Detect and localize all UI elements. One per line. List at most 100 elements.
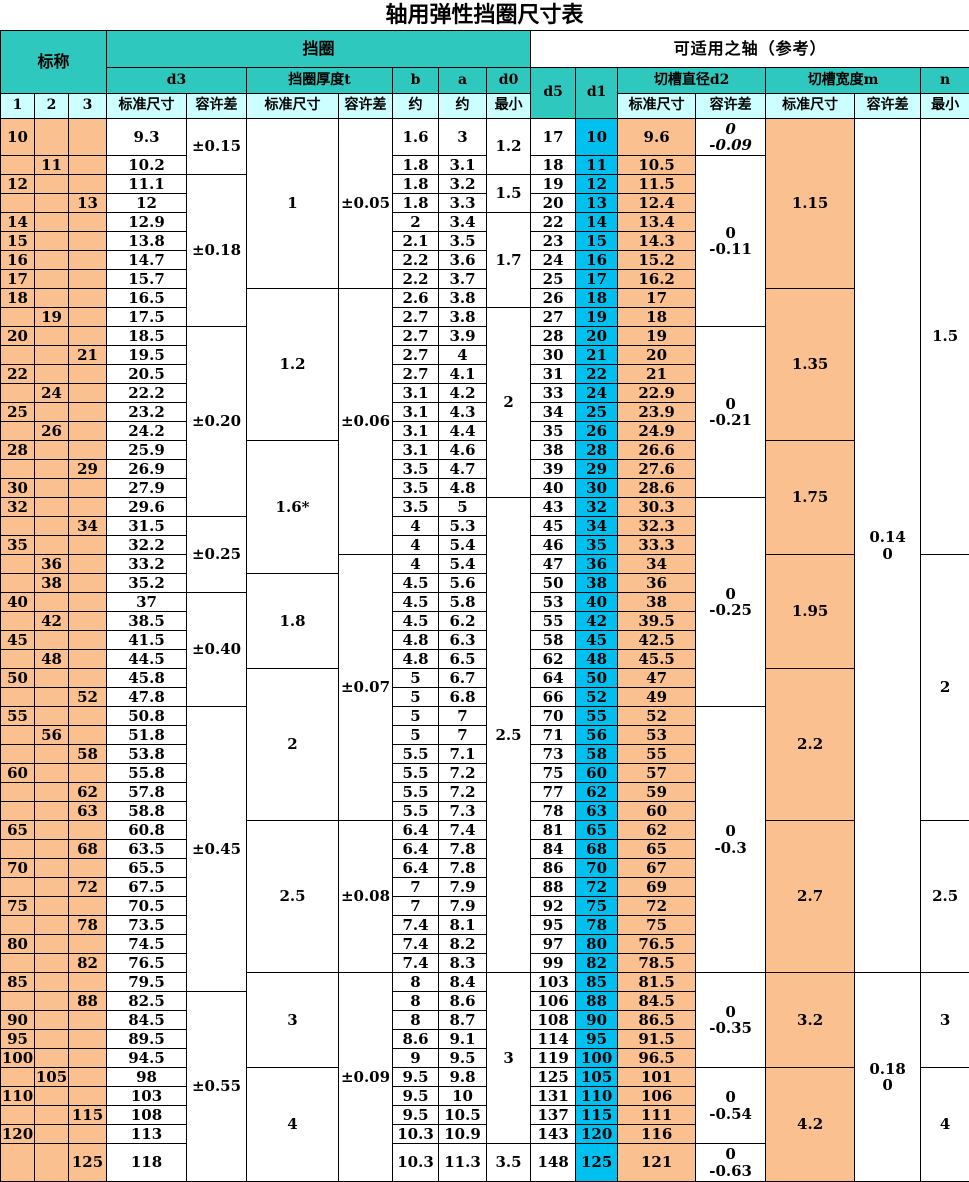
cell-nominal-1: 85 — [1, 973, 35, 992]
cell-d3-std: 12.9 — [107, 213, 187, 232]
cell-d2-std: 22.9 — [618, 384, 696, 403]
cell-d5: 148 — [531, 1144, 576, 1182]
cell-nominal-2 — [35, 119, 69, 156]
cell-nominal-1: 10 — [1, 119, 35, 156]
cell-nominal-1: 22 — [1, 365, 35, 384]
cell-d2-tol: 0 -0.09 — [696, 119, 766, 156]
cell-t-std: 1.2 — [247, 289, 339, 441]
cell-nominal-3: 52 — [69, 688, 107, 707]
cell-b: 3.1 — [393, 403, 439, 422]
cell-nominal-2 — [35, 194, 69, 213]
cell-b: 3.1 — [393, 384, 439, 403]
cell-b: 2.2 — [393, 251, 439, 270]
header-row-fields: d3 挡圈厚度t b a d0 d5 d1 切槽直径d2 切槽宽度m n — [1, 68, 969, 94]
cell-nominal-1: 50 — [1, 669, 35, 688]
cell-d1: 62 — [576, 783, 618, 802]
cell-d2-std: 47 — [618, 669, 696, 688]
cell-b: 3.1 — [393, 422, 439, 441]
header-a: a — [439, 68, 487, 94]
cell-nominal-1: 12 — [1, 175, 35, 194]
cell-nominal-2 — [35, 479, 69, 498]
cell-d3-tol: ±0.15 — [187, 119, 247, 175]
cell-nominal-2 — [35, 840, 69, 859]
cell-nominal-3: 62 — [69, 783, 107, 802]
cell-d1: 95 — [576, 1030, 618, 1049]
cell-nominal-1: 110 — [1, 1087, 35, 1106]
cell-d5: 20 — [531, 194, 576, 213]
cell-a: 4.2 — [439, 384, 487, 403]
cell-d2-std: 45.5 — [618, 650, 696, 669]
cell-nominal-3 — [69, 213, 107, 232]
cell-nominal-3 — [69, 555, 107, 574]
cell-d5: 88 — [531, 878, 576, 897]
cell-n: 2 — [921, 555, 969, 821]
cell-d5: 39 — [531, 460, 576, 479]
cell-d1: 32 — [576, 498, 618, 517]
cell-d1: 78 — [576, 916, 618, 935]
cell-d1: 17 — [576, 270, 618, 289]
cell-d5: 95 — [531, 916, 576, 935]
cell-t-tol: ±0.05 — [339, 119, 393, 289]
cell-nominal-1 — [1, 574, 35, 593]
cell-a: 3.2 — [439, 175, 487, 194]
cell-d3-std: 98 — [107, 1068, 187, 1087]
cell-nominal-3 — [69, 536, 107, 555]
cell-d5: 26 — [531, 289, 576, 308]
cell-d2-std: 75 — [618, 916, 696, 935]
cell-nominal-2 — [35, 821, 69, 840]
cell-a: 4.4 — [439, 422, 487, 441]
cell-n: 1.5 — [921, 119, 969, 555]
cell-nominal-2 — [35, 707, 69, 726]
cell-nominal-3 — [69, 119, 107, 156]
cell-a: 7.8 — [439, 859, 487, 878]
cell-nominal-2 — [35, 802, 69, 821]
cell-d3-std: 27.9 — [107, 479, 187, 498]
cell-a: 5.4 — [439, 555, 487, 574]
cell-a: 11.3 — [439, 1144, 487, 1182]
cell-nominal-1: 65 — [1, 821, 35, 840]
cell-d1: 63 — [576, 802, 618, 821]
cell-nominal-2 — [35, 1144, 69, 1182]
cell-m-std: 1.35 — [766, 289, 855, 441]
header-nominal-col2: 2 — [35, 94, 69, 119]
cell-d0: 3 — [487, 973, 531, 1144]
cell-d0: 3.5 — [487, 1144, 531, 1182]
cell-nominal-3: 21 — [69, 346, 107, 365]
cell-nominal-3: 63 — [69, 802, 107, 821]
cell-nominal-3 — [69, 308, 107, 327]
cell-nominal-1 — [1, 916, 35, 935]
header-d2-std: 标准尺寸 — [618, 94, 696, 119]
cell-d1: 45 — [576, 631, 618, 650]
cell-nominal-2: 48 — [35, 650, 69, 669]
cell-nominal-3 — [69, 156, 107, 175]
cell-a: 5.3 — [439, 517, 487, 536]
cell-nominal-1: 30 — [1, 479, 35, 498]
cell-a: 4.8 — [439, 479, 487, 498]
cell-nominal-1 — [1, 1106, 35, 1125]
cell-d3-tol: ±0.40 — [187, 593, 247, 707]
header-d2-tol: 容许差 — [696, 94, 766, 119]
cell-nominal-1 — [1, 650, 35, 669]
cell-d2-std: 24.9 — [618, 422, 696, 441]
cell-d3-std: 25.9 — [107, 441, 187, 460]
header-n-min: 最小 — [921, 94, 969, 119]
cell-d2-std: 16.2 — [618, 270, 696, 289]
cell-b: 4.8 — [393, 650, 439, 669]
cell-b: 3.5 — [393, 479, 439, 498]
cell-d1: 120 — [576, 1125, 618, 1144]
cell-a: 3.7 — [439, 270, 487, 289]
header-d0: d0 — [487, 68, 531, 94]
cell-d2-std: 21 — [618, 365, 696, 384]
header-d1: d1 — [576, 68, 618, 119]
header-nominal: 标称 — [1, 31, 107, 94]
cell-d2-std: 27.6 — [618, 460, 696, 479]
cell-d2-std: 32.3 — [618, 517, 696, 536]
cell-b: 2.7 — [393, 365, 439, 384]
cell-b: 4 — [393, 555, 439, 574]
cell-nominal-1 — [1, 460, 35, 479]
cell-b: 10.3 — [393, 1144, 439, 1182]
cell-d3-std: 50.8 — [107, 707, 187, 726]
cell-d1: 88 — [576, 992, 618, 1011]
cell-b: 5.5 — [393, 764, 439, 783]
cell-d1: 35 — [576, 536, 618, 555]
